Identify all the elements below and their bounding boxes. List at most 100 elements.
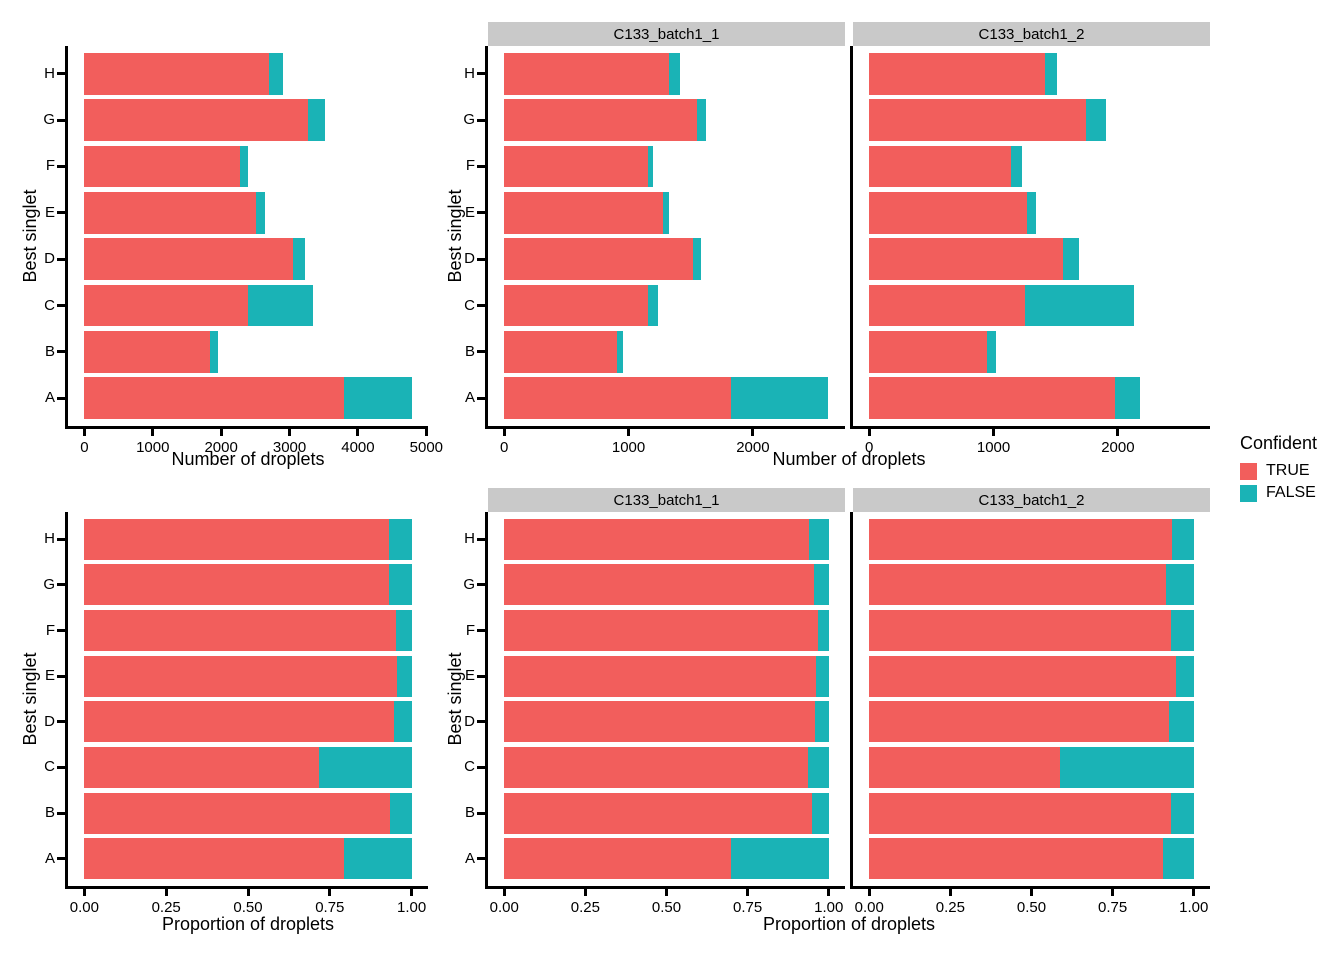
bar-segment-true <box>504 518 810 560</box>
bar-segment-true <box>504 284 649 327</box>
y-tick-mark <box>477 583 485 587</box>
y-tick-label: D <box>464 712 475 730</box>
bar-segment-true <box>84 191 257 234</box>
y-axis-title: Best singlet <box>445 652 465 746</box>
x-tick-label: 0 <box>80 439 89 456</box>
bar-segment-false <box>1024 284 1135 327</box>
bar-segment-false <box>293 238 306 281</box>
x-axis-line <box>65 886 428 889</box>
y-tick-label: H <box>464 530 475 548</box>
legend-swatch-true <box>1240 462 1257 480</box>
x-tick-label: 0.75 <box>315 899 345 916</box>
x-tick-mark <box>82 889 86 896</box>
bar-segment-true <box>84 331 210 373</box>
facet-strip-label: C133_batch1_2 <box>978 491 1085 509</box>
y-tick-label: C <box>44 296 55 314</box>
legend-label-false: FALSE <box>1266 484 1316 501</box>
y-tick-mark <box>57 765 65 769</box>
bar-segment-false <box>393 701 412 743</box>
bar-segment-false <box>395 610 412 652</box>
x-tick-mark <box>410 889 414 896</box>
x-axis-title-counts: Number of droplets <box>772 449 926 469</box>
bar-segment-true <box>504 238 693 281</box>
facet-strip: C133_batch1_2 <box>853 488 1210 512</box>
bar-segment-true <box>504 838 732 880</box>
bar-segment-true <box>84 284 249 327</box>
bar-segment-false <box>343 377 412 420</box>
y-tick-label: G <box>43 111 55 129</box>
bar-segment-false <box>692 238 701 281</box>
x-tick-label: 0.25 <box>935 899 965 916</box>
x-axis-title-proportion: Proportion of droplets <box>762 914 936 934</box>
bar-segment-true <box>504 610 819 652</box>
bar-segment-false <box>256 191 265 234</box>
x-tick-label: 3000 <box>272 439 307 456</box>
bar-segment-true <box>504 99 697 141</box>
x-tick-mark <box>867 429 871 436</box>
x-axis-title-proportion: Proportion of droplets <box>161 914 335 934</box>
x-tick-label: 0.00 <box>489 899 519 916</box>
bar-segment-true <box>504 701 816 743</box>
y-tick-label: B <box>464 342 475 360</box>
facet-strip-label: C133_batch1_2 <box>978 25 1085 43</box>
y-tick-label: C <box>464 296 475 314</box>
y-tick-mark <box>57 211 65 215</box>
bar-segment-false <box>987 331 997 373</box>
x-tick-label: 0.50 <box>651 899 682 916</box>
bar-segment-false <box>1175 655 1194 697</box>
y-axis-line <box>65 512 68 889</box>
y-tick-mark <box>477 537 485 541</box>
x-tick-mark <box>328 889 332 896</box>
legend: Confident TRUE FALSE <box>1240 432 1317 506</box>
facet-strip: C133_batch1_1 <box>488 22 845 46</box>
y-tick-mark <box>57 720 65 724</box>
bar-segment-true <box>869 655 1176 697</box>
x-axis-line <box>850 886 1210 889</box>
x-tick-mark <box>1111 889 1115 896</box>
y-tick-label: A <box>464 849 475 867</box>
x-tick-label: 0.50 <box>233 899 263 916</box>
legend-entry-false: FALSE <box>1240 484 1317 502</box>
x-tick-mark <box>1030 889 1033 896</box>
x-tick-label: 1000 <box>611 439 646 456</box>
y-tick-mark <box>57 583 65 587</box>
bar-segment-true <box>869 52 1045 95</box>
bar-segment-true <box>84 145 241 188</box>
x-tick-mark <box>627 429 631 436</box>
x-tick-mark <box>82 429 86 436</box>
bar-segment-false <box>616 331 623 373</box>
y-axis-title: Best singlet <box>20 652 40 746</box>
x-tick-label: 1.00 <box>397 899 427 916</box>
bar-segment-false <box>389 518 412 560</box>
y-tick-label: F <box>465 621 475 639</box>
bar-segment-true <box>869 238 1063 281</box>
y-tick-mark <box>57 811 65 815</box>
y-tick-mark <box>477 164 485 168</box>
x-tick-mark <box>356 429 360 436</box>
x-axis-line <box>485 426 845 429</box>
y-axis-line <box>850 512 853 889</box>
y-tick-mark <box>477 629 485 633</box>
x-tick-mark <box>583 889 587 896</box>
y-tick-label: B <box>464 804 475 822</box>
x-tick-mark <box>164 889 168 896</box>
y-tick-mark <box>477 857 485 861</box>
facet-strip: C133_batch1_1 <box>488 488 845 512</box>
y-tick-mark <box>477 396 485 400</box>
x-tick-label: 2000 <box>1101 439 1135 456</box>
y-tick-label: E <box>464 667 475 685</box>
bar-segment-false <box>1163 838 1194 880</box>
x-tick-label: 1000 <box>976 439 1011 456</box>
y-tick-mark <box>477 257 485 261</box>
bar-segment-true <box>504 792 812 834</box>
bar-segment-false <box>1085 99 1107 141</box>
x-tick-mark <box>219 429 223 436</box>
bar-segment-false <box>662 191 669 234</box>
y-tick-label: E <box>44 203 55 221</box>
bar-segment-true <box>84 238 294 281</box>
bar-segment-true <box>869 191 1027 234</box>
bar-segment-false <box>390 792 412 834</box>
bar-segment-true <box>869 838 1164 880</box>
y-tick-mark <box>477 350 485 354</box>
bar-segment-false <box>1062 238 1079 281</box>
